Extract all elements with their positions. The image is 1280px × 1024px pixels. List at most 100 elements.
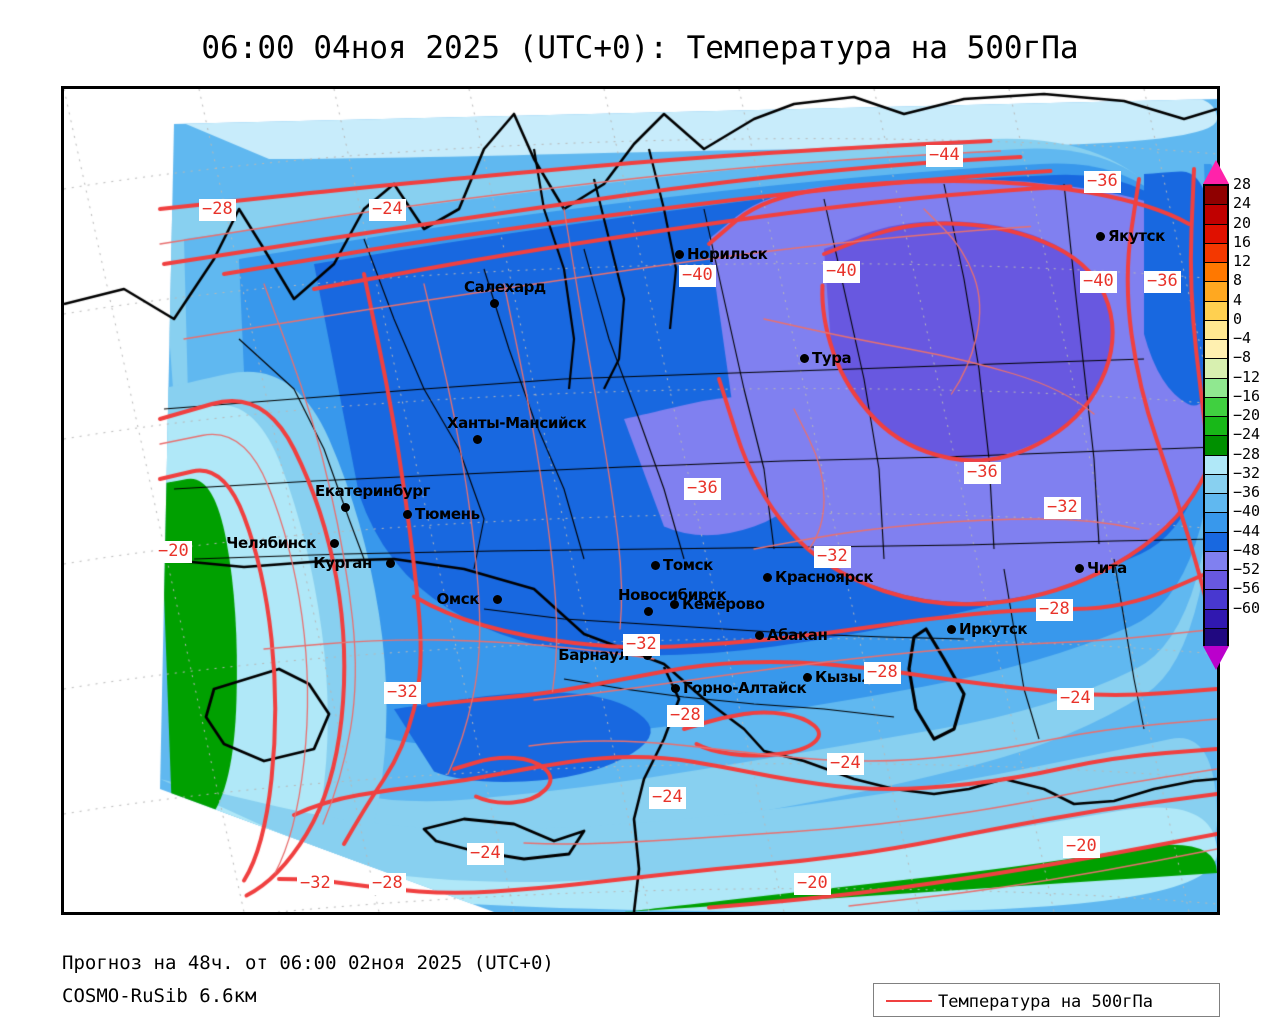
legend-line-swatch: [886, 1000, 932, 1002]
colorbar-cell: [1205, 224, 1227, 244]
colorbar-cell: [1205, 417, 1227, 437]
contour-label: −28: [1036, 599, 1073, 621]
contour-label: −20: [155, 541, 192, 563]
contour-label: −20: [1063, 836, 1100, 858]
temperature-field-map[interactable]: [64, 89, 1217, 912]
colorbar-cell: [1205, 397, 1227, 417]
city-label: Кызыл: [815, 668, 873, 686]
contour-label: −36: [1084, 171, 1121, 193]
city-label: Горно-Алтайск: [683, 679, 807, 697]
city-dot-icon: [755, 631, 764, 640]
contour-label: −24: [827, 753, 864, 775]
colorbar-tick: −52: [1233, 560, 1261, 578]
forecast-info-line: Прогноз на 48ч. от 06:00 02ноя 2025 (UTC…: [62, 952, 554, 974]
city-label: Тюмень: [415, 505, 480, 523]
city-dot-icon: [670, 600, 679, 609]
contour-label: −36: [684, 478, 721, 500]
city-dot-icon: [473, 435, 482, 444]
colorbar-cell: [1205, 340, 1227, 360]
city-dot-icon: [800, 354, 809, 363]
colorbar-tick: −44: [1233, 521, 1261, 540]
city-dot-icon: [671, 684, 680, 693]
colorbar-tick-labels: 28 24 20 16 12 8 4 0 −4 −8 −12 −16 −20 −24 −28 −32 −36 −4…: [1233, 177, 1280, 646]
contour-label: −40: [1080, 271, 1117, 293]
colorbar-cell: [1205, 532, 1227, 552]
model-info-line: COSMO-RuSib 6.6км: [62, 985, 257, 1007]
contour-label: −36: [964, 462, 1001, 484]
contour-label: −24: [467, 843, 504, 865]
colorbar-tick: −60: [1233, 598, 1261, 617]
city-dot-icon: [763, 573, 772, 582]
city-label: Екатеринбург: [315, 482, 431, 500]
contour-label: −32: [384, 682, 421, 704]
colorbar-tick: 8: [1233, 271, 1243, 290]
colorbar-tick: 16: [1233, 232, 1252, 251]
city-dot-icon: [651, 561, 660, 570]
colorbar: 28 24 20 16 12 8 4 0 −4 −8 −12 −16 −20 −24 −28 −32 −36 −4…: [1203, 160, 1260, 670]
contour-label: −24: [1057, 688, 1094, 710]
city-dot-icon: [386, 559, 395, 568]
city-label: Тура: [812, 349, 852, 367]
city-dot-icon: [490, 299, 499, 308]
contour-label: −32: [1044, 497, 1081, 519]
city-dot-icon: [1075, 564, 1084, 573]
city-label: Омск: [436, 590, 480, 608]
colorbar-cell: [1205, 590, 1227, 610]
city-dot-icon: [947, 625, 956, 634]
contour-label: −40: [823, 261, 860, 283]
colorbar-over-arrow: [1203, 160, 1229, 184]
colorbar-cell: [1205, 301, 1227, 321]
city-label: Томск: [663, 556, 713, 574]
colorbar-tick: −56: [1233, 579, 1261, 598]
city-label: Кемерово: [682, 595, 765, 613]
colorbar-cell: [1205, 494, 1227, 514]
city-label: Салехард: [464, 278, 546, 296]
city-label: Новосибирск: [618, 586, 727, 604]
colorbar-cell: [1205, 320, 1227, 340]
map-frame[interactable]: Норильск Якутск Салехард Тура Ханты-Мансийск…: [61, 86, 1220, 915]
city-label: Абакан: [767, 626, 828, 644]
colorbar-cell: [1205, 243, 1227, 263]
colorbar-tick: −36: [1233, 483, 1261, 501]
colorbar-tick: 20: [1233, 213, 1252, 232]
city-dot-icon: [1096, 232, 1105, 241]
colorbar-tick: −28: [1233, 444, 1261, 463]
city-label: Ханты-Мансийск: [447, 414, 587, 432]
colorbar-cell: [1205, 609, 1227, 629]
colorbar-cell: [1205, 263, 1227, 283]
colorbar-tick: 12: [1233, 252, 1252, 270]
colorbar-cell: [1205, 205, 1227, 225]
contour-label: −24: [369, 199, 406, 221]
colorbar-cell: [1205, 282, 1227, 302]
contour-label: −28: [369, 873, 406, 895]
colorbar-tick: −16: [1233, 386, 1261, 405]
city-label: Иркутск: [959, 620, 1028, 638]
colorbar-cell: [1205, 628, 1227, 648]
colorbar-tick: −4: [1233, 329, 1252, 347]
city-dot-icon: [675, 250, 684, 259]
colorbar-cell: [1205, 186, 1227, 206]
colorbar-tick: 28: [1233, 175, 1252, 193]
colorbar-cell: [1205, 571, 1227, 591]
page-title: 06:00 04ноя 2025 (UTC+0): Температура на…: [201, 30, 1079, 66]
city-dot-icon: [403, 510, 412, 519]
contour-label: −28: [667, 705, 704, 727]
city-dot-icon: [493, 595, 502, 604]
colorbar-tick: −48: [1233, 540, 1261, 559]
colorbar-tick: −12: [1233, 367, 1261, 386]
contour-label: −32: [297, 873, 334, 895]
colorbar-tick: −8: [1233, 348, 1252, 367]
colorbar-tick: −32: [1233, 463, 1261, 482]
legend-label: Температура на 500гПа: [938, 992, 1153, 1012]
city-dot-icon: [330, 539, 339, 548]
colorbar-cell: [1205, 551, 1227, 571]
colorbar-cell: [1205, 436, 1227, 456]
city-dot-icon: [341, 503, 350, 512]
colorbar-tick: 24: [1233, 194, 1252, 213]
colorbar-cell: [1205, 455, 1227, 475]
contour-label: −36: [1144, 271, 1181, 293]
colorbar-tick: −40: [1233, 502, 1261, 521]
colorbar-cell: [1205, 378, 1227, 398]
colorbar-scale: [1203, 184, 1229, 648]
